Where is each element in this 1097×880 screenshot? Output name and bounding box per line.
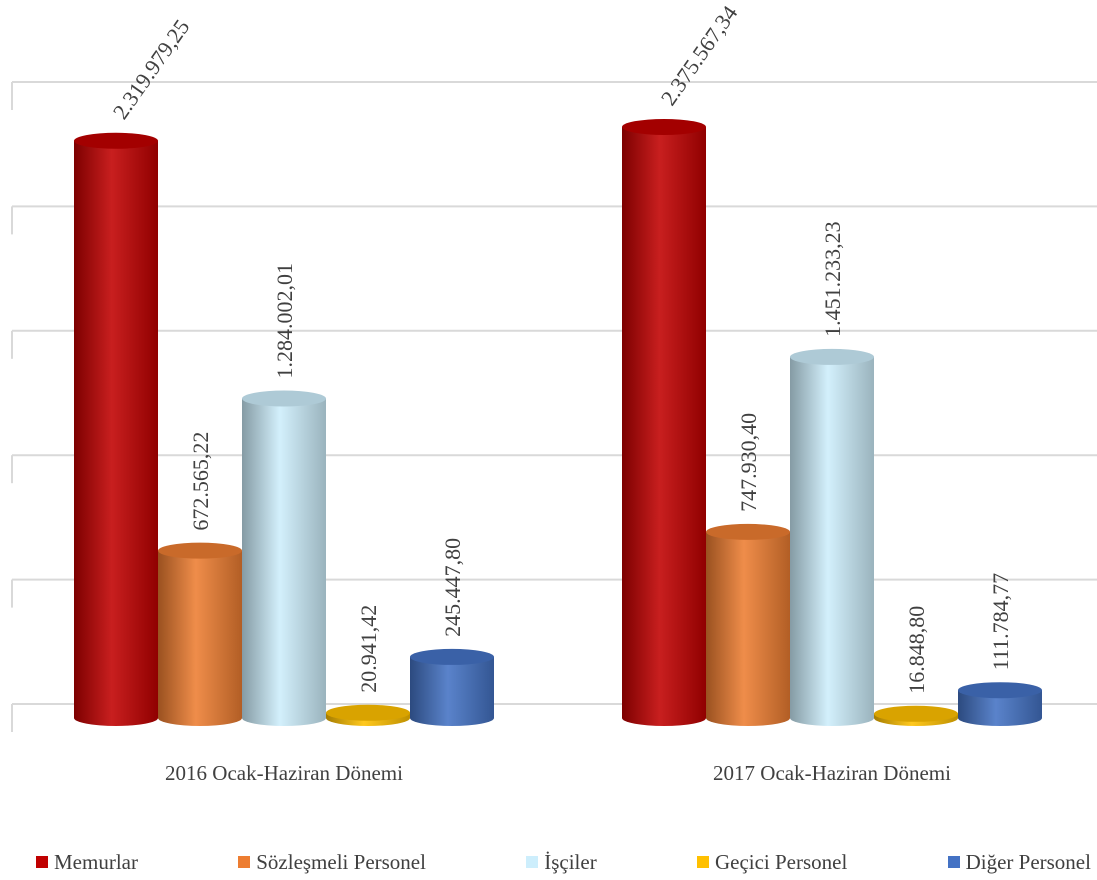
legend-swatch xyxy=(36,856,48,868)
bar-memurlar-2 xyxy=(622,118,706,726)
legend-item: Memurlar xyxy=(36,850,138,875)
data-label: 16.848,80 xyxy=(904,606,929,694)
legend-label: Sözleşmeli Personel xyxy=(256,849,426,874)
legend-item: Geçici Personel xyxy=(696,849,848,875)
legend-swatch xyxy=(696,856,709,868)
legend-swatch xyxy=(947,856,960,868)
bar-gecici-personel-1 xyxy=(326,704,410,726)
bar-diger-personel-1 xyxy=(410,648,494,726)
data-label: 2.319.979,25 xyxy=(108,15,195,124)
legend-swatch xyxy=(238,856,251,868)
legend-item: Sözleşmeli Personel xyxy=(238,850,426,875)
data-label: 672.565,22 xyxy=(188,432,213,531)
legend-label: İşçiler xyxy=(544,849,597,874)
legend-label: Diğer Personel xyxy=(965,849,1091,874)
data-label: 111.784,77 xyxy=(988,573,1013,670)
bar-memurlar-1 xyxy=(74,132,158,726)
legend-swatch xyxy=(526,856,539,868)
data-label: 1.284.002,01 xyxy=(272,263,297,379)
legend-item: Diğer Personel xyxy=(947,849,1091,875)
category-labels: 2016 Ocak-Haziran Dönemi 2017 Ocak-Hazira… xyxy=(165,761,951,785)
legend: Memurlar Sözleşmeli Personel İşçiler Geçici… xyxy=(36,847,1091,877)
bars xyxy=(74,118,1042,726)
bar-isciler-1 xyxy=(242,390,326,726)
legend-label: Geçici Personel xyxy=(714,849,848,874)
category-label: 2017 Ocak-Haziran Dönemi xyxy=(713,761,951,785)
data-label: 747.930,40 xyxy=(736,413,761,512)
bar-diger-personel-2 xyxy=(958,682,1042,726)
bar-sozlesmeli-personel-2 xyxy=(706,523,790,726)
legend-label: Memurlar xyxy=(54,849,138,874)
data-label: 20.941,42 xyxy=(356,605,381,693)
category-label: 2016 Ocak-Haziran Dönemi xyxy=(165,761,403,785)
bar-gecici-personel-2 xyxy=(874,705,958,726)
bar-sozlesmeli-personel-1 xyxy=(158,542,242,726)
data-label: 1.451.233,23 xyxy=(820,221,845,337)
bar-isciler-2 xyxy=(790,348,874,726)
data-label: 2.375.567,34 xyxy=(656,1,743,110)
data-label: 245.447,80 xyxy=(440,538,465,637)
legend-item: İşçiler xyxy=(526,849,597,875)
